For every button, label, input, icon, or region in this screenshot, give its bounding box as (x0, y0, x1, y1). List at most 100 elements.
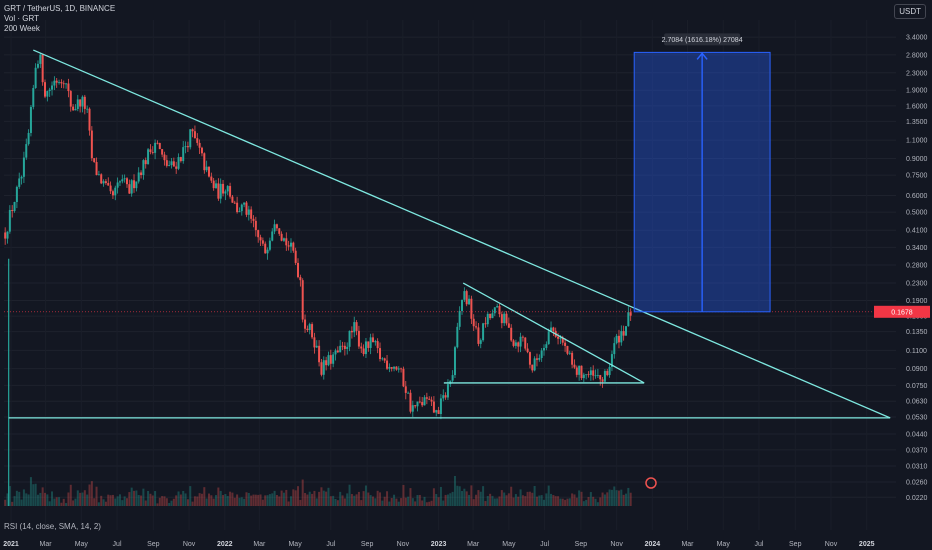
candle-body (149, 149, 152, 152)
volume-bar (374, 498, 377, 506)
volume-bar (472, 499, 475, 506)
candle-body (88, 108, 91, 131)
candle-body (43, 82, 46, 97)
candle-body (456, 326, 459, 348)
candle-body (168, 164, 171, 166)
candle-body (364, 341, 367, 355)
candle-body (172, 161, 175, 167)
candle-body (435, 410, 438, 413)
candle-body (271, 231, 274, 241)
volume-bar (425, 502, 428, 506)
volume-bar (355, 494, 358, 506)
trendlines[interactable] (4, 49, 896, 489)
time-tick-label: May (288, 541, 302, 548)
candle-body (217, 183, 220, 199)
volume-bar (496, 498, 499, 506)
volume-bar (299, 499, 302, 506)
volume-bar (369, 495, 372, 506)
candle-body (46, 91, 49, 97)
candle-body (437, 410, 440, 414)
candle-body (53, 80, 56, 86)
volume-bar (343, 498, 346, 506)
candle-body (111, 191, 114, 196)
volume-bar (622, 494, 625, 506)
volume-bar (500, 490, 503, 506)
volume-label[interactable]: Vol · GRT (4, 14, 39, 23)
candle-body (278, 228, 281, 234)
volume-bar (48, 501, 51, 506)
volume-bar (311, 493, 314, 506)
volume-bar (254, 494, 257, 506)
volume-bar (212, 498, 215, 506)
currency-selector[interactable]: USDT (894, 4, 926, 19)
candle-body (22, 157, 25, 177)
volume-bar (465, 491, 468, 506)
volume-bar (315, 498, 318, 506)
symbol-label[interactable]: GRT / TetherUS, 1D, BINANCE (4, 4, 116, 13)
volume-bar (498, 496, 501, 506)
volume-bar (114, 498, 117, 506)
volume-bar (186, 499, 189, 506)
time-axis[interactable]: 2021 Mar May Jul Sep Nov 2022 Mar May Jul Sep Nov 20… (3, 541, 874, 548)
event-marker (645, 477, 657, 489)
candle-body (543, 347, 546, 351)
time-tick-label: 2024 (645, 541, 661, 548)
price-axis[interactable]: 3.4000 2.8000 2.3000 1.9000 1.6000 1.3500 1.10… (874, 35, 930, 502)
volume-bar (168, 502, 171, 506)
ma-label[interactable]: 200 Week (4, 24, 40, 33)
candle-body (69, 91, 72, 107)
rsi-indicator-label[interactable]: RSI (14, close, SMA, 14, 2) (4, 522, 101, 531)
candle-body (175, 166, 178, 169)
price-tick-label: 0.0530 (906, 415, 928, 422)
volume-bar (528, 491, 531, 506)
volume-bar (13, 496, 16, 506)
candle-body (58, 82, 61, 83)
candle-body (388, 367, 391, 369)
candle-body (350, 330, 353, 333)
candle-body (453, 347, 456, 376)
candle-body (212, 180, 215, 189)
time-tick-label: Jul (113, 541, 122, 548)
volume-bar (39, 492, 42, 506)
candle-body (247, 209, 250, 215)
volume-bar (65, 503, 68, 506)
candle-body (627, 312, 630, 327)
candle-body (264, 243, 267, 254)
volume-bar (411, 498, 414, 506)
volume-bar (229, 491, 232, 506)
target-projection[interactable]: 2.7084 (1616.18%) 27084 (633, 33, 771, 313)
candle-body (491, 313, 494, 319)
volume-bar (149, 493, 152, 506)
volume-bar (596, 502, 599, 506)
candle-body (144, 160, 147, 165)
volume-bar (240, 497, 243, 506)
volume-bar (439, 486, 442, 506)
time-tick-label: 2021 (3, 541, 19, 548)
time-tick-label: 2023 (431, 541, 447, 548)
candle-body (306, 328, 309, 331)
candle-body (154, 142, 157, 153)
volume-bar (332, 495, 335, 506)
candle-body (526, 348, 529, 353)
volume-bar (550, 493, 553, 506)
volume-bar (517, 496, 520, 506)
candle-body (90, 130, 93, 159)
price-tick-label: 0.5000 (906, 210, 928, 217)
candle-body (418, 401, 421, 403)
volume-bar (339, 491, 342, 506)
volume-bar (55, 497, 58, 506)
candle-body (343, 345, 346, 349)
candle-body (341, 345, 344, 347)
volume-bar (629, 492, 632, 506)
volume-bar (482, 486, 485, 506)
time-tick-label: Mar (467, 541, 480, 548)
candle-body (367, 341, 370, 348)
time-tick-label: Nov (610, 541, 623, 548)
candle-body (165, 160, 168, 166)
candle-body (215, 183, 218, 189)
chart-grid (4, 20, 896, 530)
volume-bar (97, 502, 100, 506)
volume-bar (88, 484, 91, 506)
measure-label: 2.7084 (1616.18%) 27084 (662, 37, 743, 44)
